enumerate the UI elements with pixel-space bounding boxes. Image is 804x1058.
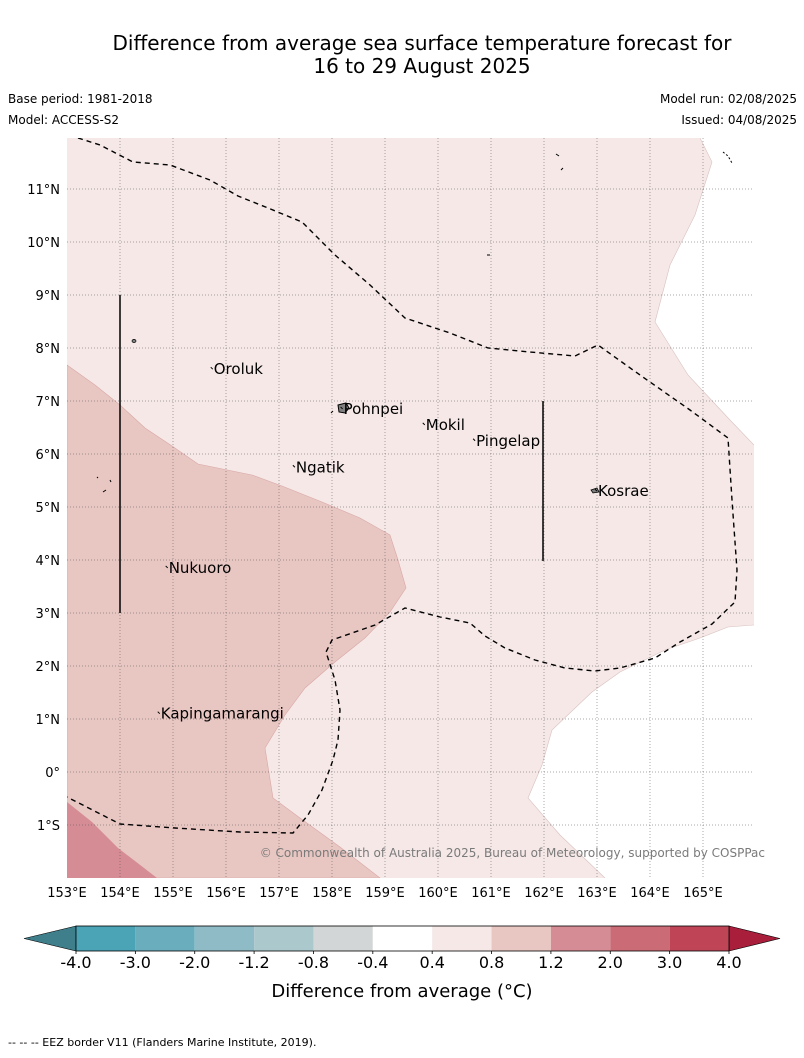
- colorbar-swatch: [491, 926, 551, 951]
- longitude-label: 160°E: [418, 886, 458, 901]
- latitude-label: 8°N: [36, 342, 61, 357]
- model-name: Model: ACCESS-S2: [8, 113, 120, 127]
- longitude-label: 164°E: [630, 886, 670, 901]
- colorbar-tick-label: 1.2: [538, 953, 563, 972]
- place-label: Ngatik: [296, 458, 345, 476]
- title-line-1: Difference from average sea surface temp…: [112, 31, 732, 55]
- place-marker: [157, 711, 161, 715]
- latitude-label: 2°N: [36, 660, 61, 675]
- copyright-note: © Commonwealth of Australia 2025, Bureau…: [260, 846, 765, 860]
- place-marker: [472, 438, 476, 442]
- colorbar-tick-label: 4.0: [716, 953, 741, 972]
- latitude-label: 6°N: [36, 448, 61, 463]
- colorbar-over-arrow: [728, 925, 781, 952]
- map-area: Oroluk Pohnpei Mokil Pingelap Ngatik Kosrae Nu…: [67, 138, 754, 878]
- colorbar-tick-label: -3.0: [120, 953, 151, 972]
- anomaly-field-warm: [67, 364, 407, 878]
- title-line-2: 16 to 29 August 2025: [313, 54, 531, 78]
- latitude-label: 1°S: [37, 819, 60, 834]
- colorbar-tick-label: -0.4: [357, 953, 388, 972]
- latitude-label: 5°N: [36, 501, 61, 516]
- colorbar-swatch: [550, 926, 611, 951]
- colorbar-label: Difference from average (°C): [271, 981, 532, 1002]
- place-marker: [594, 488, 598, 492]
- eez-border-line: [67, 138, 738, 834]
- place-label: Oroluk: [214, 360, 263, 378]
- place-labels: Oroluk Pohnpei Mokil Pingelap Ngatik Kosrae Nu…: [157, 360, 649, 723]
- latitude-label: 0°: [45, 766, 60, 781]
- longitude-label: 165°E: [683, 886, 723, 901]
- colorbar-swatch: [254, 926, 314, 951]
- small-islets: [96, 153, 564, 493]
- place-label: Pingelap: [476, 432, 540, 450]
- footer-note: -- -- -- EEZ border V11 (Flanders Marine…: [8, 1036, 317, 1049]
- place-label: Kosrae: [598, 482, 649, 500]
- near-average-region-north: [655, 138, 754, 445]
- colorbar-swatch: [372, 926, 433, 951]
- forecast-map: Oroluk Pohnpei Mokil Pingelap Ngatik Kosrae Nu…: [23, 138, 781, 1002]
- longitude-label: 162°E: [524, 886, 564, 901]
- colorbar-under-arrow: [23, 925, 77, 952]
- latitude-label: 10°N: [27, 236, 60, 251]
- graticule: [67, 138, 754, 878]
- place-label: Nukuoro: [169, 559, 232, 577]
- near-average-speck: [752, 233, 754, 236]
- colorbar-tick-label: 0.4: [419, 953, 444, 972]
- colorbar-tick-label: 0.8: [479, 953, 504, 972]
- colorbar-tick-label: 2.0: [598, 953, 623, 972]
- longitude-label: 158°E: [312, 886, 352, 901]
- longitude-label: 159°E: [365, 886, 405, 901]
- longitude-label: 156°E: [206, 886, 246, 901]
- colorbar-tick-label: 3.0: [657, 953, 682, 972]
- colorbar-swatch: [313, 926, 373, 951]
- colorbar-swatch: [669, 926, 729, 951]
- title: Difference from average sea surface temp…: [0, 32, 804, 78]
- model-run: Model run: 02/08/2025: [659, 92, 797, 106]
- colorbar-tick-label: -0.8: [298, 953, 329, 972]
- issued-date: Issued: 04/08/2025: [681, 113, 797, 127]
- near-average-region-south: [528, 625, 754, 878]
- longitude-label: 153°E: [47, 886, 87, 901]
- latitude-label: 7°N: [36, 395, 61, 410]
- latitude-labels: 11°N 10°N 9°N 8°N 7°N 6°N 5°N 4°N 3°N 2°N 1°N 0° 1°S: [27, 183, 60, 834]
- place-marker: [210, 366, 214, 370]
- pohnpei-island-shape: [337, 402, 350, 414]
- colorbar-tick-label: -4.0: [60, 953, 91, 972]
- longitude-label: 157°E: [259, 886, 299, 901]
- colorbar-swatch: [76, 926, 136, 951]
- longitude-labels: 153°E 154°E 155°E 156°E 157°E 158°E 159°E 160°E…: [47, 886, 723, 901]
- place-marker: [422, 422, 426, 426]
- latitude-label: 3°N: [36, 607, 61, 622]
- base-period: Base period: 1981-2018: [8, 92, 153, 106]
- latitude-label: 4°N: [36, 554, 61, 569]
- longitude-label: 155°E: [153, 886, 193, 901]
- latitude-label: 1°N: [36, 713, 61, 728]
- colorbar-swatch: [432, 926, 492, 951]
- latitude-label: 11°N: [27, 183, 60, 198]
- colorbar: -4.0 -3.0 -2.0 -1.2 -0.8 -0.4 0.4 0.8 1.2 2.0 3.0 4…: [23, 925, 781, 972]
- kosrae-island-shape: [590, 487, 600, 494]
- anomaly-field-warmest: [67, 802, 157, 878]
- colorbar-tick-label: -1.2: [238, 953, 269, 972]
- colorbar-tick-label: -2.0: [179, 953, 210, 972]
- colorbar-swatch: [194, 926, 255, 951]
- place-marker: [165, 565, 169, 569]
- colorbar-swatch: [135, 926, 195, 951]
- place-marker: [292, 464, 296, 468]
- place-marker: [340, 406, 343, 410]
- place-label: Kapingamarangi: [161, 705, 284, 723]
- longitude-label: 163°E: [577, 886, 617, 901]
- longitude-label: 161°E: [471, 886, 511, 901]
- place-label: Pohnpei: [344, 400, 404, 418]
- longitude-label: 154°E: [100, 886, 140, 901]
- place-label: Mokil: [426, 416, 465, 434]
- colorbar-swatch: [610, 926, 670, 951]
- islet-shape: [131, 339, 137, 343]
- latitude-label: 9°N: [36, 289, 61, 304]
